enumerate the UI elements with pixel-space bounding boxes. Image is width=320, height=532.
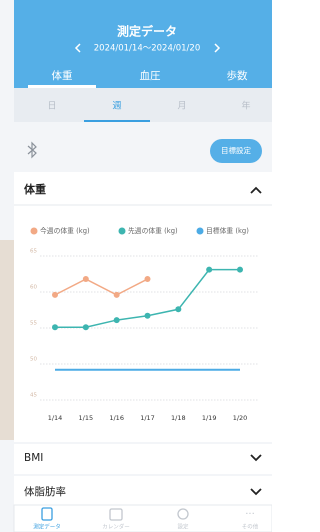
period-indicator — [84, 120, 150, 122]
legend-label: 先週の体重 (kg) — [128, 226, 178, 235]
nav-label[interactable]: 測定データ — [33, 523, 61, 531]
point — [206, 267, 212, 273]
point — [52, 292, 58, 298]
point — [83, 324, 89, 330]
tab-indicator — [28, 85, 96, 88]
x-tick-label: 1/18 — [171, 414, 186, 422]
period-tab[interactable]: 日 — [47, 101, 56, 112]
legend-label: 目標体重 (kg) — [206, 226, 249, 235]
date-range: 2024/01/14～2024/01/20 — [94, 44, 200, 54]
legend-label: 今週の体重 (kg) — [40, 226, 90, 235]
tab[interactable]: 体重 — [52, 69, 73, 82]
nav-label[interactable]: 設定 — [177, 523, 189, 531]
x-tick-label: 1/17 — [140, 414, 155, 422]
tab[interactable]: 歩数 — [227, 69, 248, 82]
point — [237, 267, 243, 273]
page: 測定データ 2024/01/14～2024/01/20 体重 血圧 歩数 日 週… — [0, 0, 272, 532]
legend-swatch — [197, 228, 204, 235]
point — [114, 292, 120, 298]
y-tick-label: 55 — [30, 321, 37, 327]
period-tab[interactable]: 年 — [241, 100, 250, 112]
point — [175, 306, 181, 312]
point — [83, 276, 89, 282]
side-photo — [0, 240, 14, 440]
y-tick-label: 45 — [30, 393, 37, 399]
header-title: 測定データ — [117, 24, 177, 39]
x-tick-label: 1/16 — [109, 414, 124, 422]
nav-label[interactable]: カレンダー — [102, 523, 130, 531]
x-tick-label: 1/19 — [202, 414, 217, 422]
x-tick-label: 1/15 — [79, 414, 94, 422]
y-tick-label: 65 — [30, 249, 37, 255]
legend-swatch — [31, 228, 38, 235]
nav-icon[interactable]: ··· — [245, 509, 255, 520]
point — [145, 313, 151, 319]
legend-swatch — [119, 228, 126, 235]
row-title: 体脂肪率 — [24, 485, 66, 498]
point — [52, 324, 58, 330]
period-tab[interactable]: 月 — [177, 101, 186, 112]
x-tick-label: 1/20 — [233, 414, 248, 422]
x-tick-label: 1/14 — [48, 414, 63, 422]
goal-button-label[interactable]: 目標設定 — [221, 145, 251, 155]
point — [145, 276, 151, 282]
bmi-row[interactable] — [14, 444, 272, 474]
row-title: BMI — [24, 452, 43, 464]
weight-card — [14, 172, 272, 442]
card-title: 体重 — [24, 182, 46, 196]
point — [114, 317, 120, 323]
nav-label[interactable]: その他 — [242, 523, 259, 531]
period-tab[interactable]: 週 — [112, 101, 121, 112]
tab[interactable]: 血圧 — [140, 69, 161, 82]
y-tick-label: 60 — [30, 285, 37, 291]
screen: 測定データ 2024/01/14～2024/01/20 体重 血圧 歩数 日 週… — [0, 0, 272, 532]
y-tick-label: 50 — [30, 357, 37, 363]
